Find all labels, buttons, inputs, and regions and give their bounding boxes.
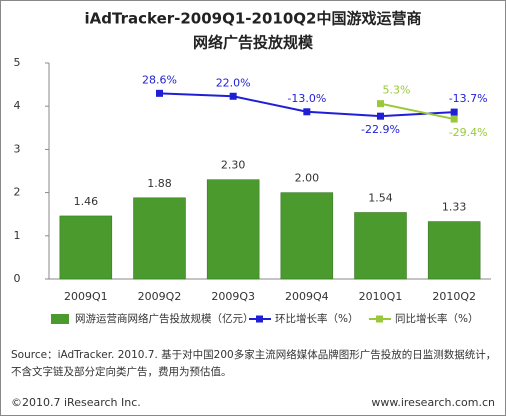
source-note: Source：iAdTracker. 2010.7. 基于对中国200多家主流网…: [11, 349, 497, 378]
chart-title: iAdTracker-2009Q1-2010Q2中国游戏运营商: [85, 10, 422, 28]
x-tick-label: 2009Q4: [285, 290, 329, 303]
y-tick-label: 0: [14, 272, 21, 285]
marker: [450, 115, 458, 123]
x-tick-label: 2009Q3: [211, 290, 255, 303]
bar: [59, 215, 113, 280]
x-tick-label: 2010Q2: [432, 290, 476, 303]
y-tick-label: 4: [14, 99, 21, 112]
x-tick-label: 2009Q2: [138, 290, 182, 303]
data-label: 5.3%: [383, 84, 411, 97]
y-tick-label: 1: [14, 229, 21, 242]
line: [380, 102, 455, 121]
bar: [206, 179, 260, 280]
legend-swatch: [256, 315, 263, 323]
chart-title: 网络广告投放规模: [193, 34, 314, 52]
data-label: -13.0%: [287, 92, 326, 105]
bar: [427, 221, 481, 280]
legend-label: 环比增长率（%）: [275, 312, 358, 325]
legend-swatch: [376, 315, 383, 323]
bar: [280, 192, 334, 280]
marker: [229, 92, 237, 100]
bar: [354, 212, 407, 280]
data-label: 1.88: [147, 177, 172, 190]
legend-label: 网游运营商网络广告投放规模（亿元）: [75, 312, 254, 325]
chart: iAdTracker-2009Q1-2010Q2中国游戏运营商 网络广告投放规模…: [14, 10, 491, 325]
x-tick-label: 2009Q1: [64, 290, 108, 303]
y-tick-label: 5: [14, 56, 21, 69]
data-label: 1.46: [74, 195, 99, 208]
marker: [156, 89, 163, 97]
x-tick-label: 2010Q1: [359, 290, 403, 303]
legend-swatch: [51, 314, 69, 324]
legend-label: 同比增长率（%）: [395, 312, 478, 325]
data-label: 2.00: [295, 172, 320, 185]
marker: [450, 108, 458, 116]
data-label: -22.9%: [361, 123, 400, 136]
data-label: -29.4%: [449, 126, 488, 139]
y-tick-label: 3: [14, 142, 21, 155]
data-label: 2.30: [221, 159, 246, 172]
marker: [377, 100, 384, 108]
marker: [377, 112, 384, 120]
website: www.iresearch.com.cn: [371, 396, 495, 409]
data-label: -13.7%: [449, 92, 488, 105]
data-label: 1.33: [442, 201, 467, 214]
bar: [133, 197, 186, 280]
y-tick-label: 2: [14, 186, 21, 199]
data-label: 1.54: [368, 191, 393, 204]
data-label: 28.6%: [142, 73, 177, 86]
data-label: 22.0%: [216, 76, 251, 89]
copyright: ©2010.7 iResearch Inc.: [11, 396, 141, 409]
marker: [303, 108, 311, 116]
